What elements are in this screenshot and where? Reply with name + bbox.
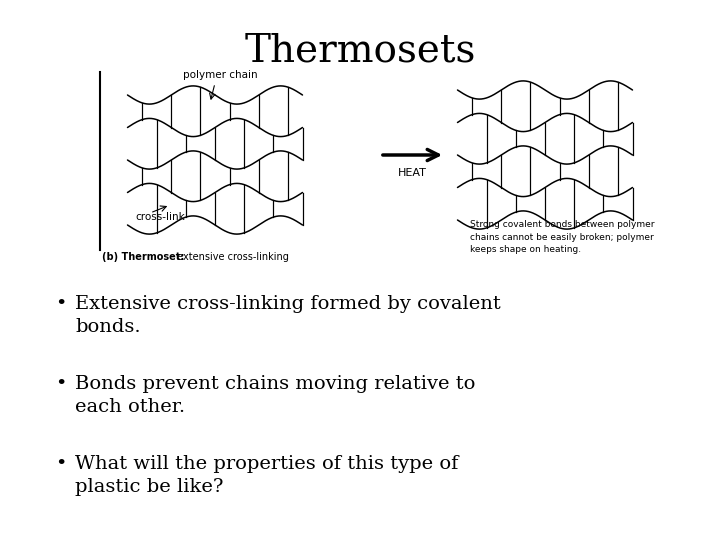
Text: •: • <box>55 375 66 393</box>
Text: What will the properties of this type of
plastic be like?: What will the properties of this type of… <box>75 455 459 496</box>
Text: polymer chain: polymer chain <box>183 70 257 80</box>
Text: •: • <box>55 295 66 313</box>
Text: (b) Thermoset:: (b) Thermoset: <box>102 252 184 262</box>
Text: cross-link: cross-link <box>135 212 185 222</box>
Text: extensive cross-linking: extensive cross-linking <box>174 252 289 262</box>
Text: Strong covalent bonds between polymer
chains cannot be easily broken; polymer
ke: Strong covalent bonds between polymer ch… <box>470 220 654 254</box>
Text: HEAT: HEAT <box>397 168 426 178</box>
Text: Thermosets: Thermosets <box>244 32 476 69</box>
Text: Extensive cross-linking formed by covalent
bonds.: Extensive cross-linking formed by covale… <box>75 295 500 336</box>
Text: •: • <box>55 455 66 473</box>
Text: Bonds prevent chains moving relative to
each other.: Bonds prevent chains moving relative to … <box>75 375 475 416</box>
